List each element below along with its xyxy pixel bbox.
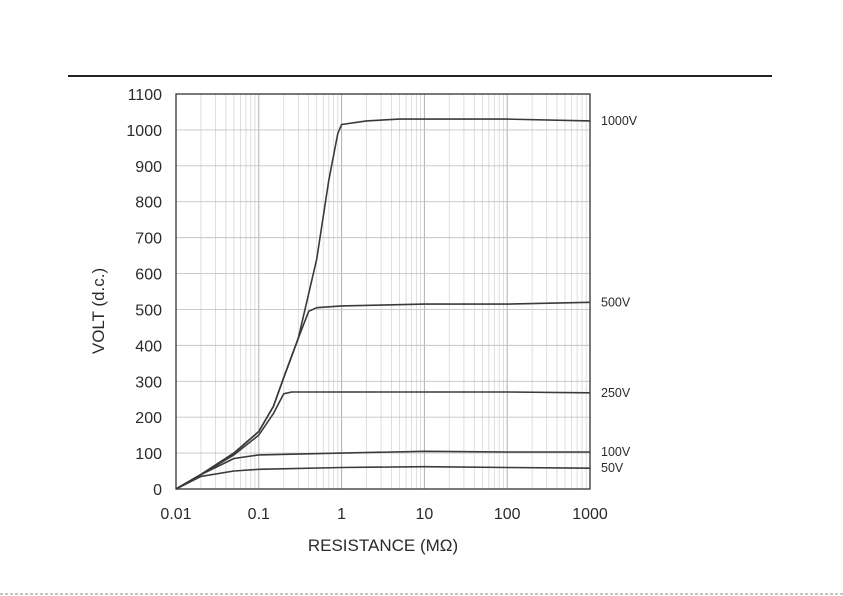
series-lines [175, 118, 591, 490]
series-label: 500V [601, 295, 631, 309]
series-line [175, 301, 591, 490]
y-tick-label: 1000 [126, 123, 162, 140]
series-line [175, 391, 591, 490]
y-axis-ticks: 0 100 200 300 400 500 600 700 800 900 1000 1100 [126, 87, 162, 499]
x-tick-label: 1 [337, 506, 346, 523]
y-tick-label: 600 [135, 267, 162, 284]
grid [176, 94, 590, 489]
x-tick-label: 0.1 [248, 506, 270, 523]
series-line [175, 450, 590, 490]
y-tick-label: 300 [135, 374, 162, 391]
y-tick-label: 400 [135, 338, 162, 355]
y-tick-label: 900 [135, 159, 162, 176]
series-line [175, 465, 591, 490]
y-tick-label: 1100 [128, 87, 163, 104]
series-label: 50V [601, 461, 624, 475]
y-tick-label: 100 [135, 446, 162, 463]
y-tick-label: 800 [135, 195, 162, 212]
series-label: 1000V [601, 114, 638, 128]
plot-frame [175, 93, 591, 490]
x-tick-label: 1000 [572, 506, 608, 523]
x-tick-label: 10 [416, 506, 434, 523]
x-tick-label: 0.01 [160, 506, 191, 523]
y-tick-label: 0 [153, 482, 162, 499]
x-axis-ticks: 0.01 0.1 1 10 100 1000 [160, 506, 607, 523]
series-labels: 1000V 500V 250V 100V 50V [601, 114, 638, 475]
series-label: 250V [601, 386, 631, 400]
series-label: 100V [601, 445, 631, 459]
x-tick-label: 100 [494, 506, 521, 523]
y-tick-label: 500 [135, 302, 162, 319]
y-tick-label: 700 [135, 231, 162, 248]
y-axis-title: VOLT (d.c.) [89, 268, 108, 354]
y-tick-label: 200 [135, 410, 162, 427]
x-axis-title: RESISTANCE (MΩ) [308, 536, 458, 555]
